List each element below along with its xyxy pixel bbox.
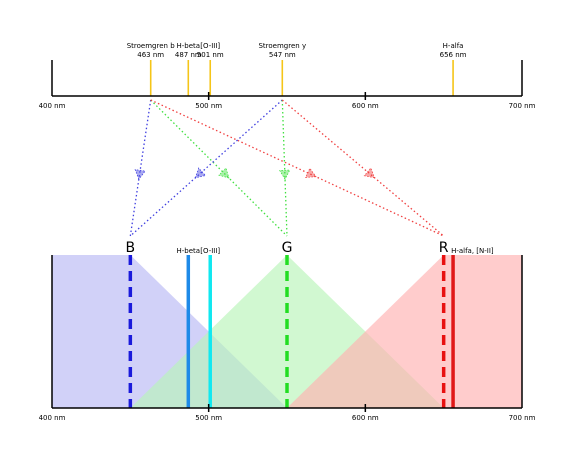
top-filter-name: H-beta [177,42,201,50]
top-tick-label: 600 nm [352,102,379,110]
mapping-arrows [129,99,445,237]
mapping-arrowhead [134,169,146,181]
mapping-line [129,99,152,237]
top-filter-wavelength: 656 nm [440,51,467,59]
top-filter-name: Stroemgren y [258,42,306,50]
emission-line-label: [O-III] [200,247,220,255]
top-tick-label: 500 nm [195,102,222,110]
top-filter-wavelength: 547 nm [269,51,296,59]
bottom-labels: B G R H-beta [O-III] H-alfa, [N-II] [126,240,494,256]
mapping-line [150,99,288,237]
bottom-tick-label: 400 nm [39,414,66,422]
mapping-arrowhead [304,167,317,178]
mapping-line [150,99,444,237]
mapping-arrowhead [194,167,207,179]
bottom-tick-label: 600 nm [352,414,379,422]
channel-letter: R [439,240,449,256]
mapping-line [129,99,283,237]
bottom-spectral-lines [128,255,455,408]
mapping-arrowhead [218,167,230,179]
top-wavelength-axis: 400 nm 500 nm 600 nm 700 nm [39,60,536,110]
bottom-tick-label: 700 nm [509,414,536,422]
bottom-tick-label: 500 nm [195,414,222,422]
top-filter-name: [O-III] [200,42,220,50]
top-tick-label: 700 nm [509,102,536,110]
top-filter-name: Stroemgren b [127,42,175,50]
channel-letter: G [282,240,293,256]
mapping-arrowhead [363,167,376,179]
bottom-wavelength-axis: 400 nm 500 nm 600 nm 700 nm [39,255,536,422]
emission-line-label: H-alfa, [N-II] [451,247,494,255]
top-filter-wavelength: 463 nm [137,51,164,59]
mapping-line [281,99,445,237]
top-filter-wavelength: 487 nm [175,51,202,59]
channel-letter: B [126,240,136,256]
top-filter-name: H-alfa [443,42,464,50]
top-tick-label: 400 nm [39,102,66,110]
emission-line-label: H-beta [177,247,201,255]
top-filter-wavelength: 501 nm [197,51,224,59]
mapping-arrowhead [279,169,291,181]
mapping-line [281,99,288,237]
top-filter-lines [149,60,454,96]
red-channel-response [287,255,522,408]
